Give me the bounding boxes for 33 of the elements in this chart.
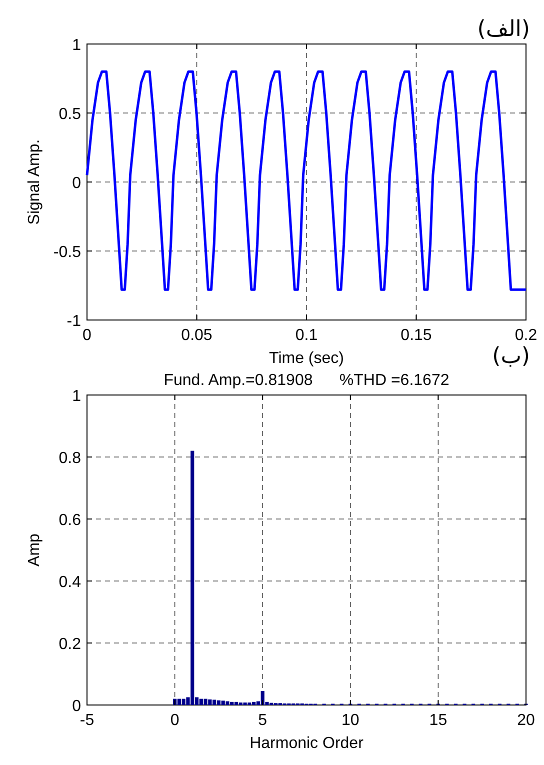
- x-tick-label: 0.05: [181, 327, 212, 344]
- y-tick-label: 0.4: [58, 574, 82, 591]
- bar: [204, 698, 208, 705]
- bar: [234, 702, 238, 705]
- x-tick-label: 0.1: [295, 327, 318, 344]
- y-axis-title: Amp: [26, 533, 43, 566]
- y-tick-label: 0.5: [58, 106, 82, 123]
- y-tick-label: 0: [72, 698, 82, 715]
- x-tick-label: -5: [80, 712, 94, 729]
- y-tick-label: -1: [66, 313, 82, 330]
- x-axis-title: Harmonic Order: [250, 735, 364, 752]
- x-tick-label: 0.2: [514, 327, 538, 344]
- text: (الف): [477, 17, 530, 42]
- x-tick-label: 0: [82, 327, 92, 344]
- text: (ب): [492, 344, 530, 369]
- x-tick-label: 15: [429, 712, 448, 729]
- bar: [226, 701, 230, 705]
- x-axis-title: Time (sec): [269, 350, 344, 367]
- x-tick-label: 0.15: [400, 327, 432, 344]
- y-tick-label: 0.2: [58, 636, 82, 653]
- y-tick-label: 0: [72, 175, 82, 192]
- y-tick-label: -0.5: [53, 244, 82, 261]
- x-tick-label: 20: [517, 712, 535, 729]
- x-tick-label: 5: [258, 712, 268, 729]
- x-tick-label: 0: [170, 712, 180, 729]
- y-tick-label: 1: [72, 388, 82, 405]
- x-tick-label: 10: [342, 712, 360, 729]
- line-series: [86, 70, 528, 291]
- chart-title: Fund. Amp.=0.81908 %THD =6.1672: [164, 372, 450, 389]
- y-tick-label: 1: [72, 37, 82, 54]
- y-tick-label: 0.8: [58, 450, 82, 467]
- y-axis-title: Signal Amp.: [26, 139, 43, 225]
- y-tick-label: 0.6: [58, 512, 82, 529]
